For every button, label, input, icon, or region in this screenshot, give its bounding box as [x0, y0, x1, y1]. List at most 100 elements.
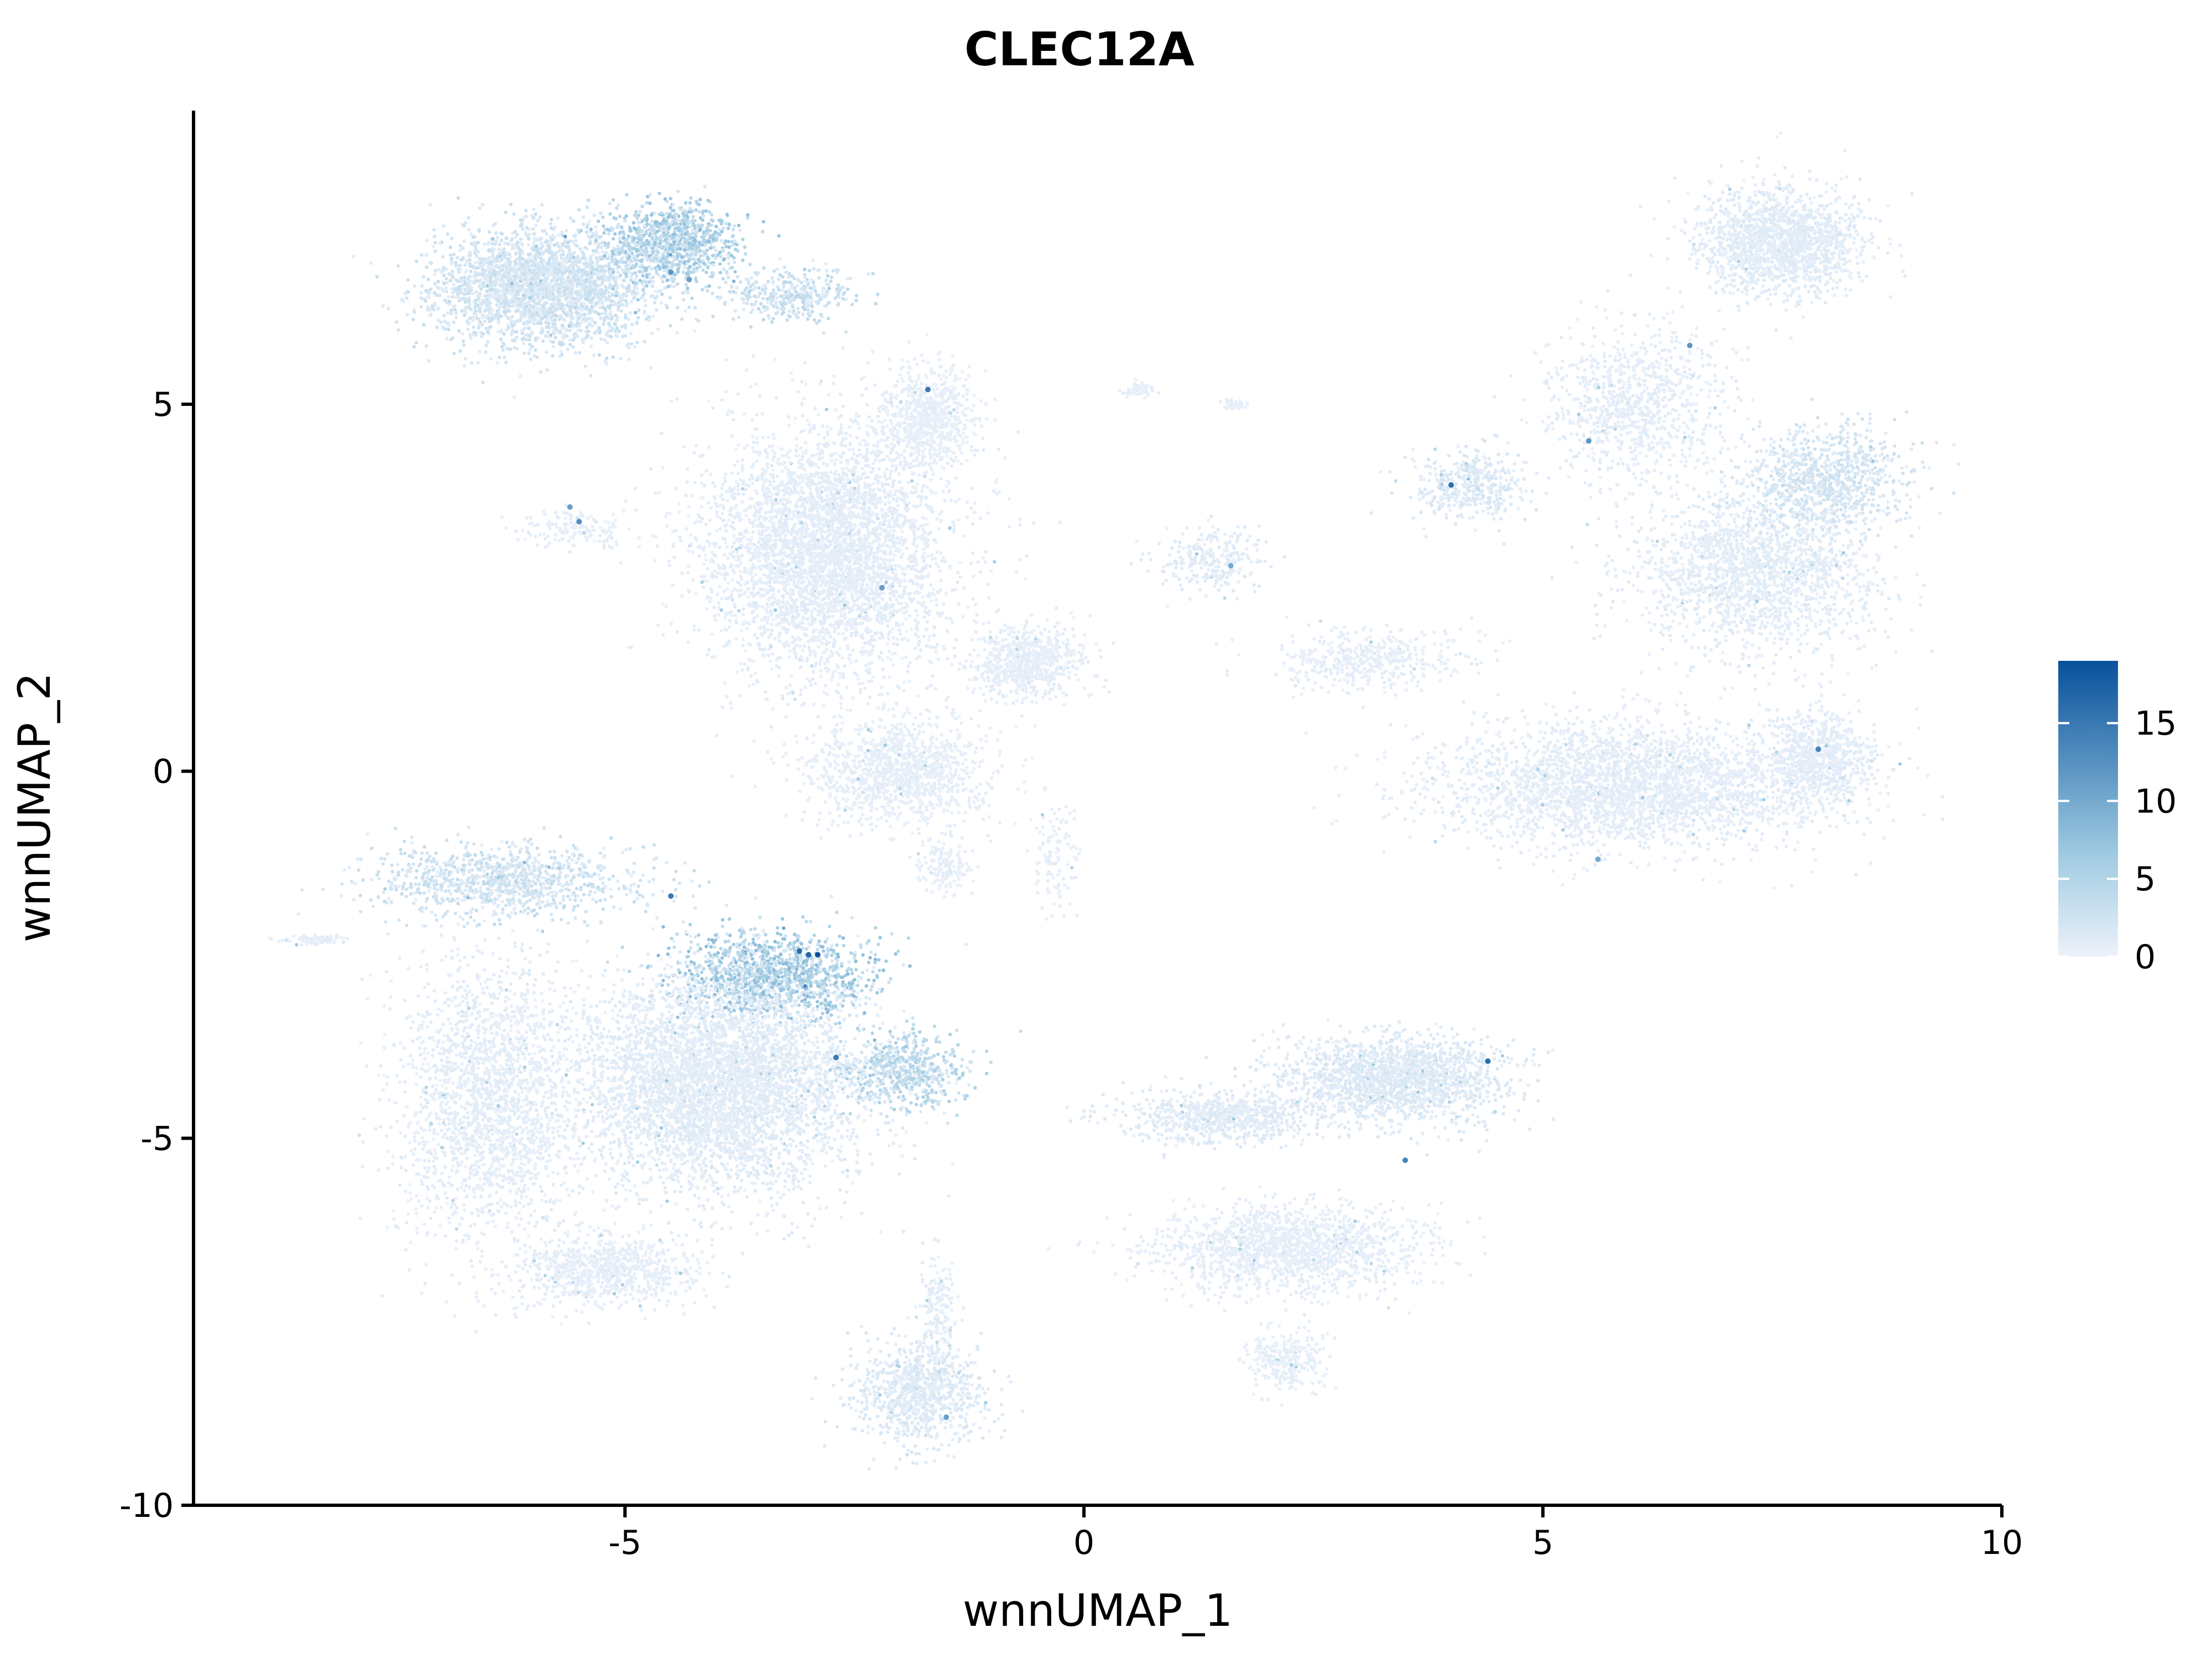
- cell-point: [951, 588, 954, 592]
- cell-point: [479, 331, 482, 334]
- cell-point: [759, 310, 763, 314]
- cell-point: [868, 415, 871, 419]
- cell-point: [571, 302, 575, 306]
- cell-point: [726, 413, 729, 416]
- cell-point: [515, 293, 518, 296]
- cell-point: [589, 228, 593, 231]
- cell-point: [806, 308, 810, 311]
- cell-point: [451, 295, 454, 299]
- cell-point: [754, 300, 757, 304]
- cell-point: [450, 338, 453, 341]
- cell-point: [505, 237, 508, 240]
- cell-point: [473, 244, 477, 248]
- cell-point: [643, 224, 646, 227]
- cell-point: [771, 280, 775, 283]
- cell-point: [610, 255, 613, 259]
- cell-point: [896, 643, 899, 646]
- cell-point: [463, 364, 466, 367]
- cell-point: [612, 287, 615, 290]
- cell-point: [547, 321, 550, 325]
- cell-point: [771, 295, 775, 299]
- cell-point: [500, 268, 504, 272]
- cell-point: [591, 232, 594, 236]
- cell-point: [843, 664, 846, 667]
- cell-point: [499, 232, 503, 235]
- cell-point: [598, 353, 601, 357]
- cell-point: [662, 269, 666, 272]
- cell-point: [475, 290, 478, 293]
- cell-point: [568, 284, 571, 287]
- cell-point: [686, 286, 689, 290]
- cell-point: [387, 307, 390, 310]
- cell-point: [546, 325, 550, 328]
- cell-point: [788, 310, 791, 313]
- cell-point: [854, 299, 858, 302]
- cell-point: [626, 290, 629, 294]
- cell-point: [463, 288, 467, 291]
- cell-point: [659, 227, 662, 231]
- cell-point: [688, 265, 692, 268]
- cell-point: [790, 286, 794, 290]
- cell-point: [467, 216, 470, 220]
- cell-point: [512, 212, 515, 216]
- cell-point: [727, 222, 731, 226]
- cell-point: [463, 309, 466, 312]
- cell-point: [481, 258, 484, 261]
- cell-point: [540, 313, 544, 316]
- cell-point: [487, 301, 490, 304]
- cell-point: [733, 270, 737, 273]
- cell-point: [889, 658, 893, 661]
- cell-point: [498, 356, 501, 359]
- cell-point: [642, 312, 645, 315]
- cell-point: [619, 241, 622, 244]
- cell-point: [415, 341, 418, 344]
- cell-point: [472, 333, 475, 336]
- cell-point: [478, 349, 481, 353]
- cell-point: [450, 311, 453, 315]
- cell-point: [611, 317, 614, 320]
- cell-point: [549, 307, 552, 311]
- cell-point: [413, 310, 416, 314]
- cell-point: [545, 351, 548, 354]
- cell-point: [557, 233, 560, 237]
- cell-point: [874, 302, 877, 305]
- cell-point: [426, 295, 429, 299]
- cell-point: [616, 244, 619, 247]
- cell-point: [558, 331, 561, 334]
- cell-point: [606, 278, 609, 281]
- cell-point: [462, 340, 465, 343]
- cell-point: [447, 328, 450, 331]
- cell-point: [734, 614, 737, 617]
- cell-point: [458, 284, 462, 288]
- cell-point: [616, 271, 619, 274]
- cell-point: [608, 212, 612, 216]
- cell-point: [843, 291, 846, 294]
- cell-point: [570, 295, 573, 298]
- cell-point: [561, 324, 564, 327]
- cell-point: [483, 243, 486, 246]
- cell-point: [692, 628, 696, 632]
- cell-point: [633, 346, 637, 349]
- cell-point: [546, 272, 549, 275]
- cell-point: [784, 270, 787, 274]
- cell-point: [771, 444, 774, 447]
- cell-point: [580, 308, 583, 311]
- cell-point: [551, 345, 555, 348]
- cell-point: [810, 684, 813, 687]
- cell-point: [472, 241, 475, 244]
- cell-point: [469, 270, 472, 273]
- cell-point: [447, 272, 451, 275]
- cell-point: [608, 202, 612, 205]
- cell-point: [483, 273, 487, 276]
- cell-point: [611, 227, 614, 231]
- cell-point: [864, 602, 868, 606]
- cell-point: [592, 354, 596, 357]
- cell-point: [504, 361, 508, 364]
- cell-point: [591, 319, 594, 322]
- cell-point: [864, 641, 867, 645]
- cell-point: [767, 616, 770, 619]
- cell-point: [646, 195, 649, 198]
- cell-point: [771, 317, 775, 320]
- cell-point: [701, 210, 705, 213]
